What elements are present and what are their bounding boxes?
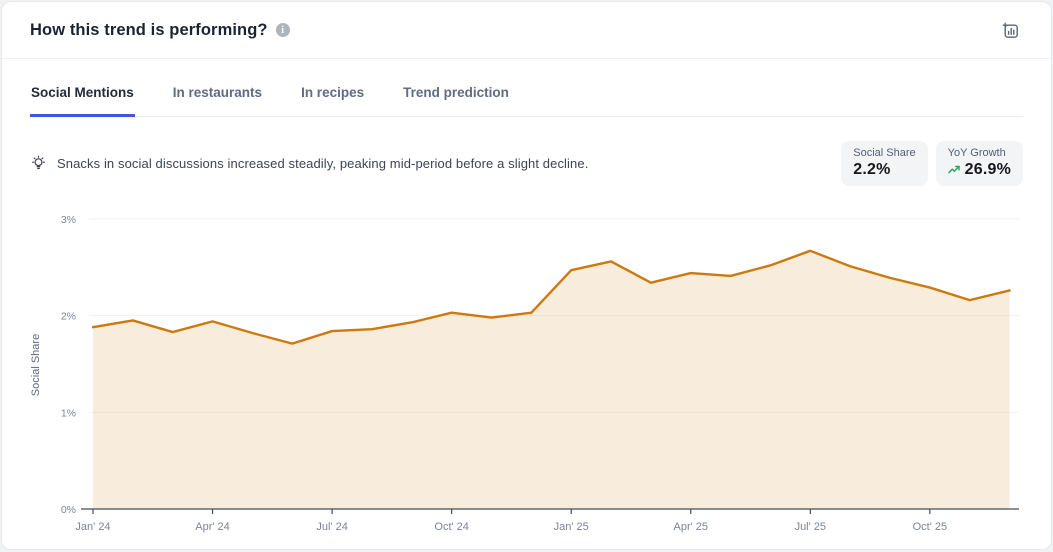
tab-in-restaurants[interactable]: In restaurants <box>172 75 263 117</box>
yoy-growth-value: 26.9% <box>964 161 1011 178</box>
y-tick-label: 2% <box>61 311 76 323</box>
yoy-growth-label: YoY Growth <box>947 147 1006 159</box>
add-chart-icon[interactable] <box>997 17 1023 43</box>
social-share-label: Social Share <box>853 147 916 159</box>
tab-bar: Social Mentions In restaurants In recipe… <box>30 59 1023 117</box>
x-tick-label: Oct' 24 <box>434 521 469 533</box>
tab-trend-prediction[interactable]: Trend prediction <box>402 75 510 117</box>
insight-text: Snacks in social discussions increased s… <box>57 156 589 171</box>
info-icon[interactable]: i <box>275 23 290 37</box>
x-tick-label: Jul' 25 <box>795 521 826 533</box>
header-actions <box>997 17 1023 43</box>
x-tick-label: Jan' 24 <box>75 521 110 533</box>
stat-chips: Social Share 2.2% YoY Growth 26.9% <box>841 141 1023 186</box>
trend-up-icon <box>947 165 961 175</box>
card-header: How this trend is performing? i <box>2 2 1051 59</box>
y-tick-label: 0% <box>61 504 76 516</box>
chart-line <box>91 249 1011 345</box>
x-tick-label: Jan' 25 <box>554 521 589 533</box>
chart-area-fill <box>93 250 1010 509</box>
x-tick-label: Apr' 24 <box>195 521 230 533</box>
page-title: How this trend is performing? <box>30 20 268 39</box>
social-share-badge: Social Share 2.2% <box>841 141 928 186</box>
tab-social-mentions[interactable]: Social Mentions <box>30 75 135 117</box>
yoy-growth-badge: YoY Growth 26.9% <box>935 141 1023 186</box>
social-share-chart[interactable]: Jan' 24 Apr' 24 Jul' 24 Oct' 24 Jan' 25 Apr' … <box>2 198 1052 544</box>
tab-in-recipes[interactable]: In recipes <box>300 75 365 117</box>
x-tick-label: Apr' 25 <box>673 521 708 533</box>
insight-row: Snacks in social discussions increased s… <box>30 117 1023 186</box>
y-tick-label: 1% <box>61 407 76 419</box>
chart-area: Jan' 24 Apr' 24 Jul' 24 Oct' 24 Jan' 25 Apr' … <box>2 198 1051 549</box>
social-share-value: 2.2% <box>853 161 891 178</box>
lightbulb-icon <box>30 155 47 172</box>
x-tick-label: Oct' 25 <box>913 521 948 533</box>
x-tick-label: Jul' 24 <box>316 521 347 533</box>
y-axis-title: Social Share <box>30 334 42 396</box>
y-tick-label: 3% <box>61 214 76 226</box>
